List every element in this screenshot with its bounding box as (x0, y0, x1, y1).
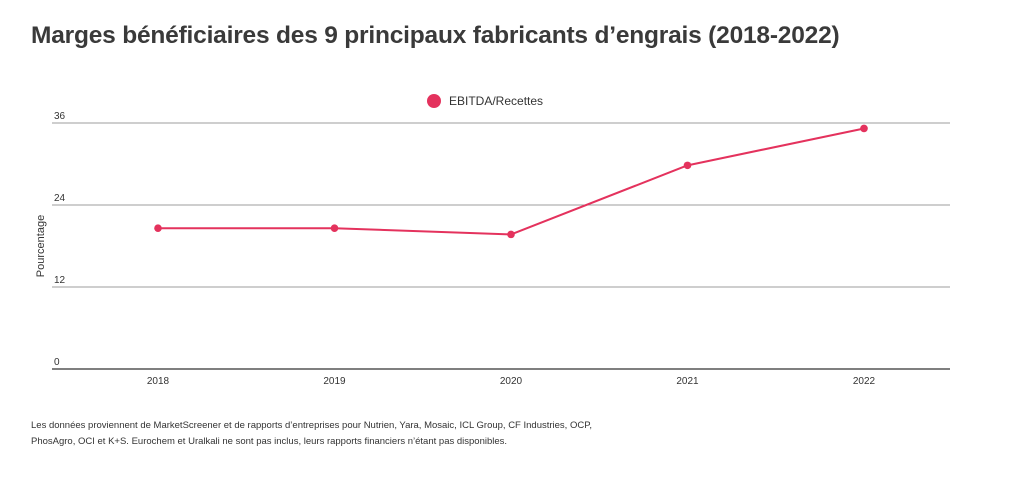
x-tick-label: 2020 (500, 376, 523, 387)
data-point[interactable] (683, 161, 692, 170)
y-axis-label: Pourcentage (35, 215, 47, 277)
y-tick-labels: 0 12 24 36 (54, 111, 66, 368)
y-tick-label: 0 (54, 357, 60, 368)
chart-title: Marges bénéficiaires des 9 principaux fa… (31, 22, 840, 49)
x-tick-labels: 2018 2019 2020 2021 2022 (147, 376, 876, 387)
series-layer (154, 124, 868, 239)
data-point[interactable] (860, 124, 868, 133)
x-tick-label: 2021 (676, 376, 699, 387)
y-tick-label: 12 (54, 275, 66, 286)
legend-label: EBITDA/Recettes (449, 94, 544, 108)
x-tick-label: 2018 (147, 376, 170, 387)
data-point[interactable] (154, 224, 162, 233)
footnote-line-1: Les données proviennent de MarketScreene… (31, 420, 592, 431)
x-tick-label: 2022 (853, 376, 876, 387)
series-line (158, 127, 865, 236)
y-tick-label: 24 (54, 193, 66, 204)
chart-legend: EBITDA/Recettes (427, 94, 543, 108)
data-point[interactable] (507, 230, 515, 239)
y-tick-label: 36 (54, 111, 66, 122)
footnote: Les données proviennent de MarketScreene… (31, 418, 631, 450)
grid-lines (52, 122, 950, 370)
data-point[interactable] (330, 224, 339, 233)
x-tick-label: 2019 (323, 376, 346, 387)
legend-marker-icon (427, 94, 441, 108)
footnote-line-2: PhosAgro, OCI et K+S. Eurochem et Uralka… (31, 436, 508, 447)
